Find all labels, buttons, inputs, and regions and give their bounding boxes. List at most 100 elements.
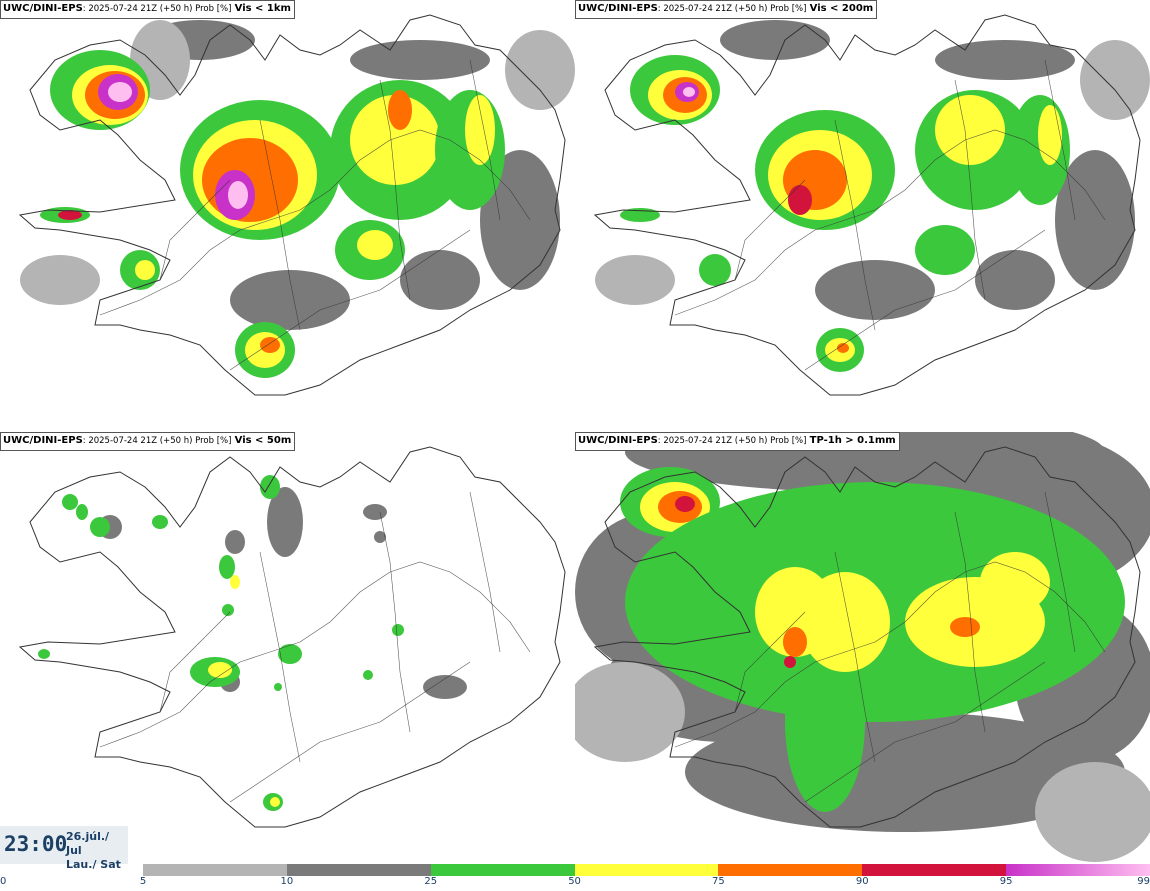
road-line	[299, 561, 531, 653]
run-info: : 2025-07-24 21Z (+50 h) Prob [%]	[657, 436, 807, 446]
probability-area	[675, 496, 695, 512]
probability-area	[1080, 40, 1150, 120]
road-line	[1044, 491, 1076, 653]
probability-area	[392, 624, 404, 636]
model-name: UWC/DINI-EPS	[578, 435, 658, 446]
run-info: : 2025-07-24 21Z (+50 h) Prob [%]	[657, 4, 807, 14]
colorbar-segment	[862, 864, 1007, 876]
road-line	[734, 611, 806, 713]
probability-area	[350, 95, 440, 185]
colorbar-label: 90	[855, 876, 869, 887]
probability-area	[788, 185, 812, 215]
panel-title: UWC/DINI-EPS: 2025-07-24 21Z (+50 h) Pro…	[575, 432, 900, 451]
probability-area	[267, 487, 303, 557]
probability-area	[480, 150, 560, 290]
probability-area	[270, 797, 280, 807]
panel-title: UWC/DINI-EPS: 2025-07-24 21Z (+50 h) Pro…	[0, 432, 296, 451]
colorbar-label: 25	[424, 876, 438, 887]
road-line	[259, 119, 301, 331]
probability-area	[388, 90, 412, 130]
road-line	[804, 229, 1046, 371]
colorbar-labels: 0 5 10 25 50 75 90 95 99	[0, 876, 1150, 891]
road-line	[159, 179, 231, 281]
road-line	[804, 661, 1046, 803]
probability-area	[975, 250, 1055, 310]
probability-area	[135, 260, 155, 280]
probability-area	[219, 555, 235, 579]
probability-area	[465, 95, 495, 165]
probability-area	[222, 604, 234, 616]
road-line	[99, 209, 301, 316]
valid-date-line1: 26.júl./ Jul	[66, 830, 110, 857]
colorbar-label: 75	[712, 876, 725, 887]
probability-area	[1055, 150, 1135, 290]
probability-area	[423, 675, 467, 699]
variable-name: Vis < 200m	[809, 3, 874, 14]
probability-area	[720, 20, 830, 60]
road-line	[954, 511, 986, 733]
colorbar-segment	[574, 864, 719, 876]
variable-name: Vis < 50m	[234, 435, 292, 446]
probability-area	[595, 255, 675, 305]
valid-time-clock: 23:00	[4, 832, 68, 856]
colorbar-segment	[430, 864, 575, 876]
probability-area	[374, 531, 386, 543]
road-line	[299, 129, 531, 221]
colorbar-label: 10	[280, 876, 294, 887]
run-info: : 2025-07-24 21Z (+50 h) Prob [%]	[82, 436, 232, 446]
colorbar-label: 95	[999, 876, 1013, 887]
probability-area	[785, 632, 865, 812]
panel-title: UWC/DINI-EPS: 2025-07-24 21Z (+50 h) Pro…	[0, 0, 295, 19]
probability-area	[228, 181, 248, 209]
coastline	[593, 446, 1141, 828]
map-panel-precip: UWC/DINI-EPS: 2025-07-24 21Z (+50 h) Pro…	[575, 432, 1150, 862]
colorbar-segment	[718, 864, 863, 876]
road-line	[379, 79, 411, 301]
probability-area	[935, 95, 1005, 165]
model-name: UWC/DINI-EPS	[3, 435, 83, 446]
map-canvas	[575, 432, 1150, 862]
road-line	[99, 641, 301, 748]
map-canvas	[18, 446, 566, 828]
map-panel-vis-200m: UWC/DINI-EPS: 2025-07-24 21Z (+50 h) Pro…	[575, 0, 1150, 430]
run-info: : 2025-07-24 21Z (+50 h) Prob [%]	[82, 4, 232, 14]
road-line	[674, 641, 876, 748]
road-line	[159, 611, 231, 713]
road-line	[874, 561, 1106, 653]
probability-area	[230, 575, 240, 589]
probability-area	[363, 670, 373, 680]
probability-area	[363, 504, 387, 520]
probability-area	[800, 572, 890, 672]
probability-area	[915, 225, 975, 275]
probability-area	[350, 40, 490, 80]
colorbar-label: 5	[139, 876, 147, 887]
probability-area	[58, 210, 82, 220]
probability-area	[62, 494, 78, 510]
panel-title: UWC/DINI-EPS: 2025-07-24 21Z (+50 h) Pro…	[575, 0, 878, 19]
probability-area	[505, 30, 575, 110]
road-line	[674, 209, 876, 316]
variable-name: Vis < 1km	[234, 3, 291, 14]
colorbar-label: 50	[568, 876, 581, 887]
road-line	[469, 491, 501, 653]
colorbar-segment	[1006, 864, 1150, 876]
road-line	[834, 551, 876, 763]
probability-area	[815, 260, 935, 320]
valid-time-box: 23:00 26.júl./ Jul Lau./ Sat	[0, 826, 128, 871]
probability-area	[260, 475, 280, 499]
probability-area	[260, 337, 280, 353]
probability-area	[683, 87, 695, 97]
road-line	[874, 129, 1106, 221]
coastline	[593, 14, 1141, 396]
probability-area	[108, 82, 132, 102]
probability-area	[950, 617, 980, 637]
probability-area	[225, 530, 245, 554]
valid-date: 26.júl./ Jul Lau./ Sat	[66, 830, 128, 872]
road-line	[834, 119, 876, 331]
map-canvas	[18, 14, 575, 396]
map-canvas	[593, 14, 1150, 396]
probability-area	[980, 552, 1050, 612]
road-line	[259, 551, 301, 763]
road-line	[469, 59, 501, 221]
road-line	[734, 179, 806, 281]
